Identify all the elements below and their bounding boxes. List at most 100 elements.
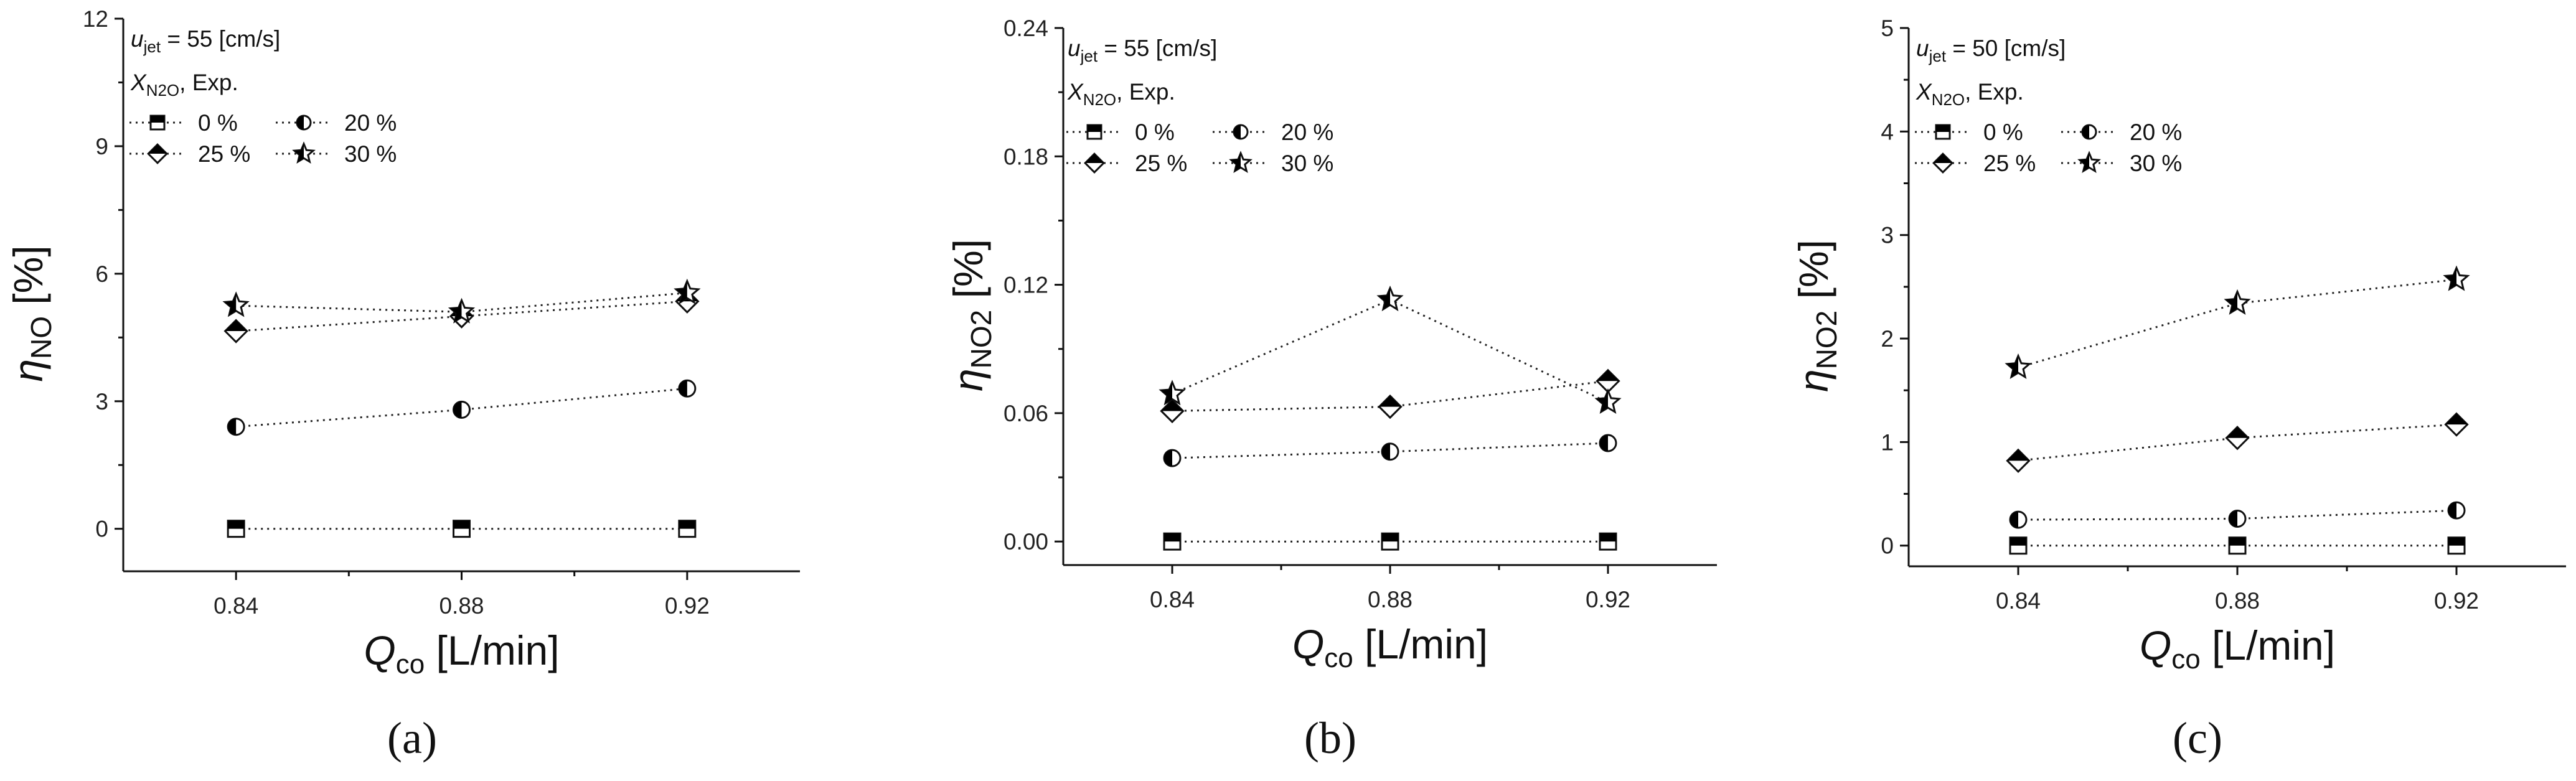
chart-panel-c: 0 1 2 3 4 5 0.84 0.88 0.92 ujet = 50 [cm/s] XN2O, …	[1790, 16, 2566, 763]
y-axis-label-unit: [%]	[5, 245, 51, 316]
square-marker-fill	[453, 520, 470, 529]
square-marker-fill	[2010, 537, 2026, 546]
data-point-square	[1599, 532, 1617, 551]
x-tick-label-text: 0.88	[1368, 587, 1413, 612]
data-point-star	[222, 291, 250, 317]
circle-marker-fill	[2229, 510, 2237, 527]
legend-label-text: 30 %	[344, 141, 397, 167]
diamond-marker-fill	[1934, 154, 1952, 163]
square-marker-fill	[228, 520, 245, 529]
condition-subscript: jet	[1080, 47, 1098, 65]
data-point-circle	[227, 418, 245, 436]
y-axis-label-unit: [%]	[945, 239, 991, 310]
data-point-square	[678, 520, 697, 538]
legend-label-text: 20 %	[344, 110, 397, 136]
x-tick-label-text: 0.88	[2215, 588, 2260, 614]
x-axis-label-symbol: Q	[364, 627, 395, 673]
legend-label-text: 25 %	[198, 141, 250, 167]
data-point-circle	[1381, 442, 1399, 461]
legend: 0 % 20 % 25 % 30 %	[1915, 119, 2182, 176]
data-point-circle	[2447, 501, 2466, 520]
condition-label: ujet = 50 [cm/s]	[1916, 35, 2066, 65]
legend-title-subscript: N2O	[146, 81, 179, 100]
data-point-diamond	[1378, 394, 1403, 419]
diamond-marker-fill	[1597, 370, 1619, 381]
square-marker-fill	[1382, 533, 1398, 542]
y-tick-label: 9	[95, 134, 108, 159]
x-tick-label-text: 0.84	[1996, 588, 2041, 614]
series-line-star	[1172, 299, 1609, 404]
x-axis-label: Qco [L/min]	[2140, 622, 2335, 675]
circle-marker-fill	[1164, 450, 1172, 467]
y-tick-label-text: 6	[95, 261, 108, 287]
legend-marker-circle	[296, 115, 312, 131]
legend-label: 30 %	[2130, 151, 2182, 176]
y-tick-label-text: 9	[95, 134, 108, 159]
diamond-marker-fill	[225, 320, 247, 332]
y-tick-label-text: 2	[1881, 326, 1894, 352]
data-point-square	[227, 520, 245, 538]
diamond-marker-fill	[1161, 400, 1183, 411]
data-point-star	[2443, 265, 2470, 291]
legend-label: 0 %	[198, 110, 238, 136]
condition-subscript: jet	[1929, 47, 1947, 65]
y-tick-label-text: 0.24	[1004, 16, 1048, 41]
x-tick-label-text: 0.92	[2434, 588, 2479, 614]
circle-marker-fill	[2082, 125, 2089, 139]
y-tick-label-text: 0	[1881, 533, 1894, 559]
data-point-star	[674, 278, 701, 304]
y-tick-label-text: 0.18	[1004, 144, 1048, 169]
y-tick-label: 0	[1881, 533, 1894, 559]
x-tick-label: 0.88	[2215, 588, 2260, 614]
x-tick-label: 0.88	[1368, 587, 1413, 612]
y-tick-label-text: 12	[83, 6, 108, 32]
y-tick-label: 3	[1881, 223, 1894, 248]
legend-item-diamond: 25 %	[1915, 151, 2036, 176]
legend-item-square: 0 %	[1915, 119, 2023, 145]
legend-label: 30 %	[1281, 151, 1333, 176]
x-tick-label-text: 0.84	[1150, 587, 1195, 612]
legend: 0 % 20 % 25 % 30 %	[1066, 119, 1333, 176]
legend-label: 25 %	[198, 141, 250, 167]
data-point-diamond	[2444, 412, 2469, 437]
square-marker-fill	[1600, 533, 1616, 542]
data-point-square	[2009, 536, 2028, 555]
y-tick-label: 12	[83, 6, 108, 32]
y-axis-label: ηNO2 [%]	[1790, 240, 1843, 392]
y-tick-label: 0.06	[1004, 401, 1048, 426]
x-tick-label: 0.92	[665, 593, 710, 619]
x-tick-label-text: 0.92	[1586, 587, 1630, 612]
panel-label: (c)	[2173, 713, 2222, 763]
x-tick-label: 0.84	[214, 593, 258, 619]
legend: 0 % 20 % 25 % 30 %	[129, 110, 397, 167]
star-marker-fill	[294, 144, 304, 162]
y-axis-label-symbol: η	[5, 359, 51, 382]
data-point-diamond	[2006, 448, 2031, 473]
legend-item-star: 30 %	[2061, 151, 2182, 176]
y-axis-label-symbol: η	[1790, 369, 1836, 392]
square-marker-fill	[151, 116, 164, 123]
circle-marker-fill	[2448, 502, 2456, 519]
y-axis-label: ηNO [%]	[5, 245, 57, 381]
x-tick-label: 0.92	[2434, 588, 2479, 614]
data-point-circle	[2009, 510, 2028, 529]
y-tick-label: 0.12	[1004, 273, 1048, 298]
data-point-star	[1594, 388, 1622, 414]
y-tick-label: 4	[1881, 119, 1894, 144]
legend-item-circle: 20 %	[276, 110, 397, 136]
chart-panel-b: 0.00 0.06 0.12 0.18 0.24 0.84 0.88 0.92 ujet = 5…	[945, 16, 1717, 763]
data-point-star	[1376, 285, 1404, 312]
x-tick-label-text: 0.92	[665, 593, 710, 619]
y-axis-label: ηNO2 [%]	[945, 239, 997, 391]
circle-marker-fill	[453, 401, 462, 418]
data-point-circle	[678, 379, 697, 398]
condition-symbol: u	[131, 26, 144, 52]
legend-label-text: 20 %	[2130, 119, 2182, 145]
x-axis-label-subscript: co	[396, 649, 425, 680]
y-axis-label-subscript: NO2	[965, 310, 997, 369]
legend-item-diamond: 25 %	[129, 141, 250, 167]
star-marker-fill	[2079, 153, 2089, 171]
x-axis-label: Qco [L/min]	[364, 627, 559, 680]
legend-label-text: 25 %	[1135, 151, 1187, 176]
legend-marker-star	[1229, 151, 1253, 174]
